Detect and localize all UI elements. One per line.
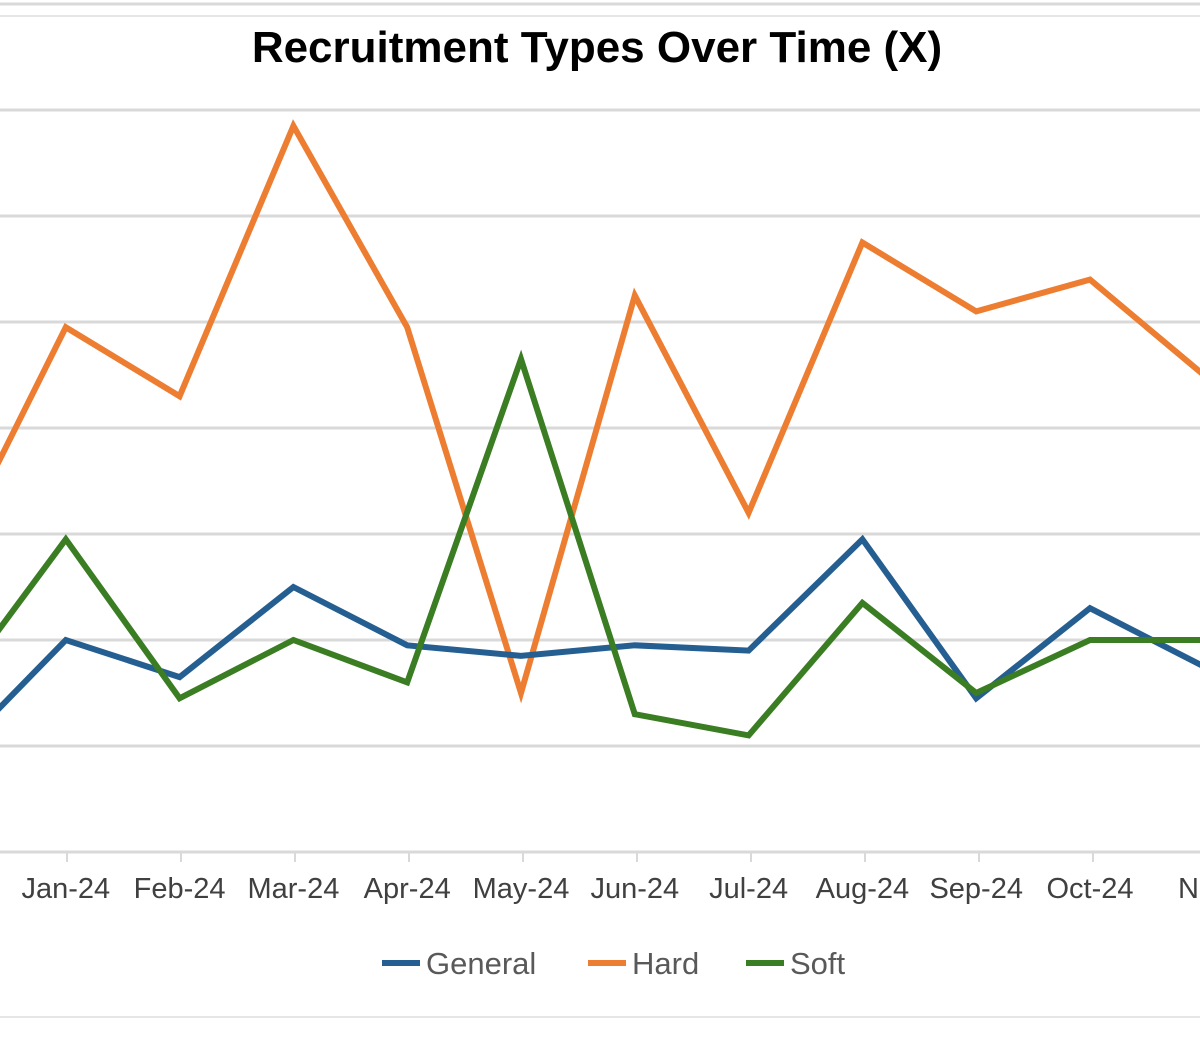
x-tick-label: Jan-24	[21, 873, 110, 905]
legend-item-soft: Soft	[746, 946, 846, 981]
x-tick-label: Sep-24	[929, 873, 1023, 905]
chart-title: Recruitment Types Over Time (X)	[252, 23, 942, 72]
x-tick-label: Jul-24	[709, 873, 788, 905]
series-line-hard	[0, 119, 1200, 704]
gridlines	[0, 2, 1200, 748]
x-axis: 3Jan-24Feb-24Mar-24Apr-24May-24Jun-24Jul…	[0, 850, 1200, 905]
x-tick-label: Feb-24	[134, 873, 226, 905]
x-tick-label: Aug-24	[816, 873, 910, 905]
legend-label: Hard	[632, 946, 699, 981]
legend-item-hard: Hard	[588, 946, 699, 981]
legend: General Hard Soft	[382, 946, 846, 981]
series-line-general	[0, 534, 1200, 712]
x-tick-label: Nov	[1178, 873, 1200, 905]
legend-label: General	[426, 946, 536, 981]
series-lines	[0, 119, 1200, 739]
legend-label: Soft	[790, 946, 846, 981]
x-tick-label: Oct-24	[1046, 873, 1133, 905]
legend-item-general: General	[382, 946, 536, 981]
x-tick-label: Mar-24	[247, 873, 339, 905]
x-tick-label: May-24	[473, 873, 570, 905]
x-tick-label: Jun-24	[590, 873, 679, 905]
series-line-soft	[0, 349, 1200, 739]
x-tick-label: Apr-24	[364, 873, 451, 905]
